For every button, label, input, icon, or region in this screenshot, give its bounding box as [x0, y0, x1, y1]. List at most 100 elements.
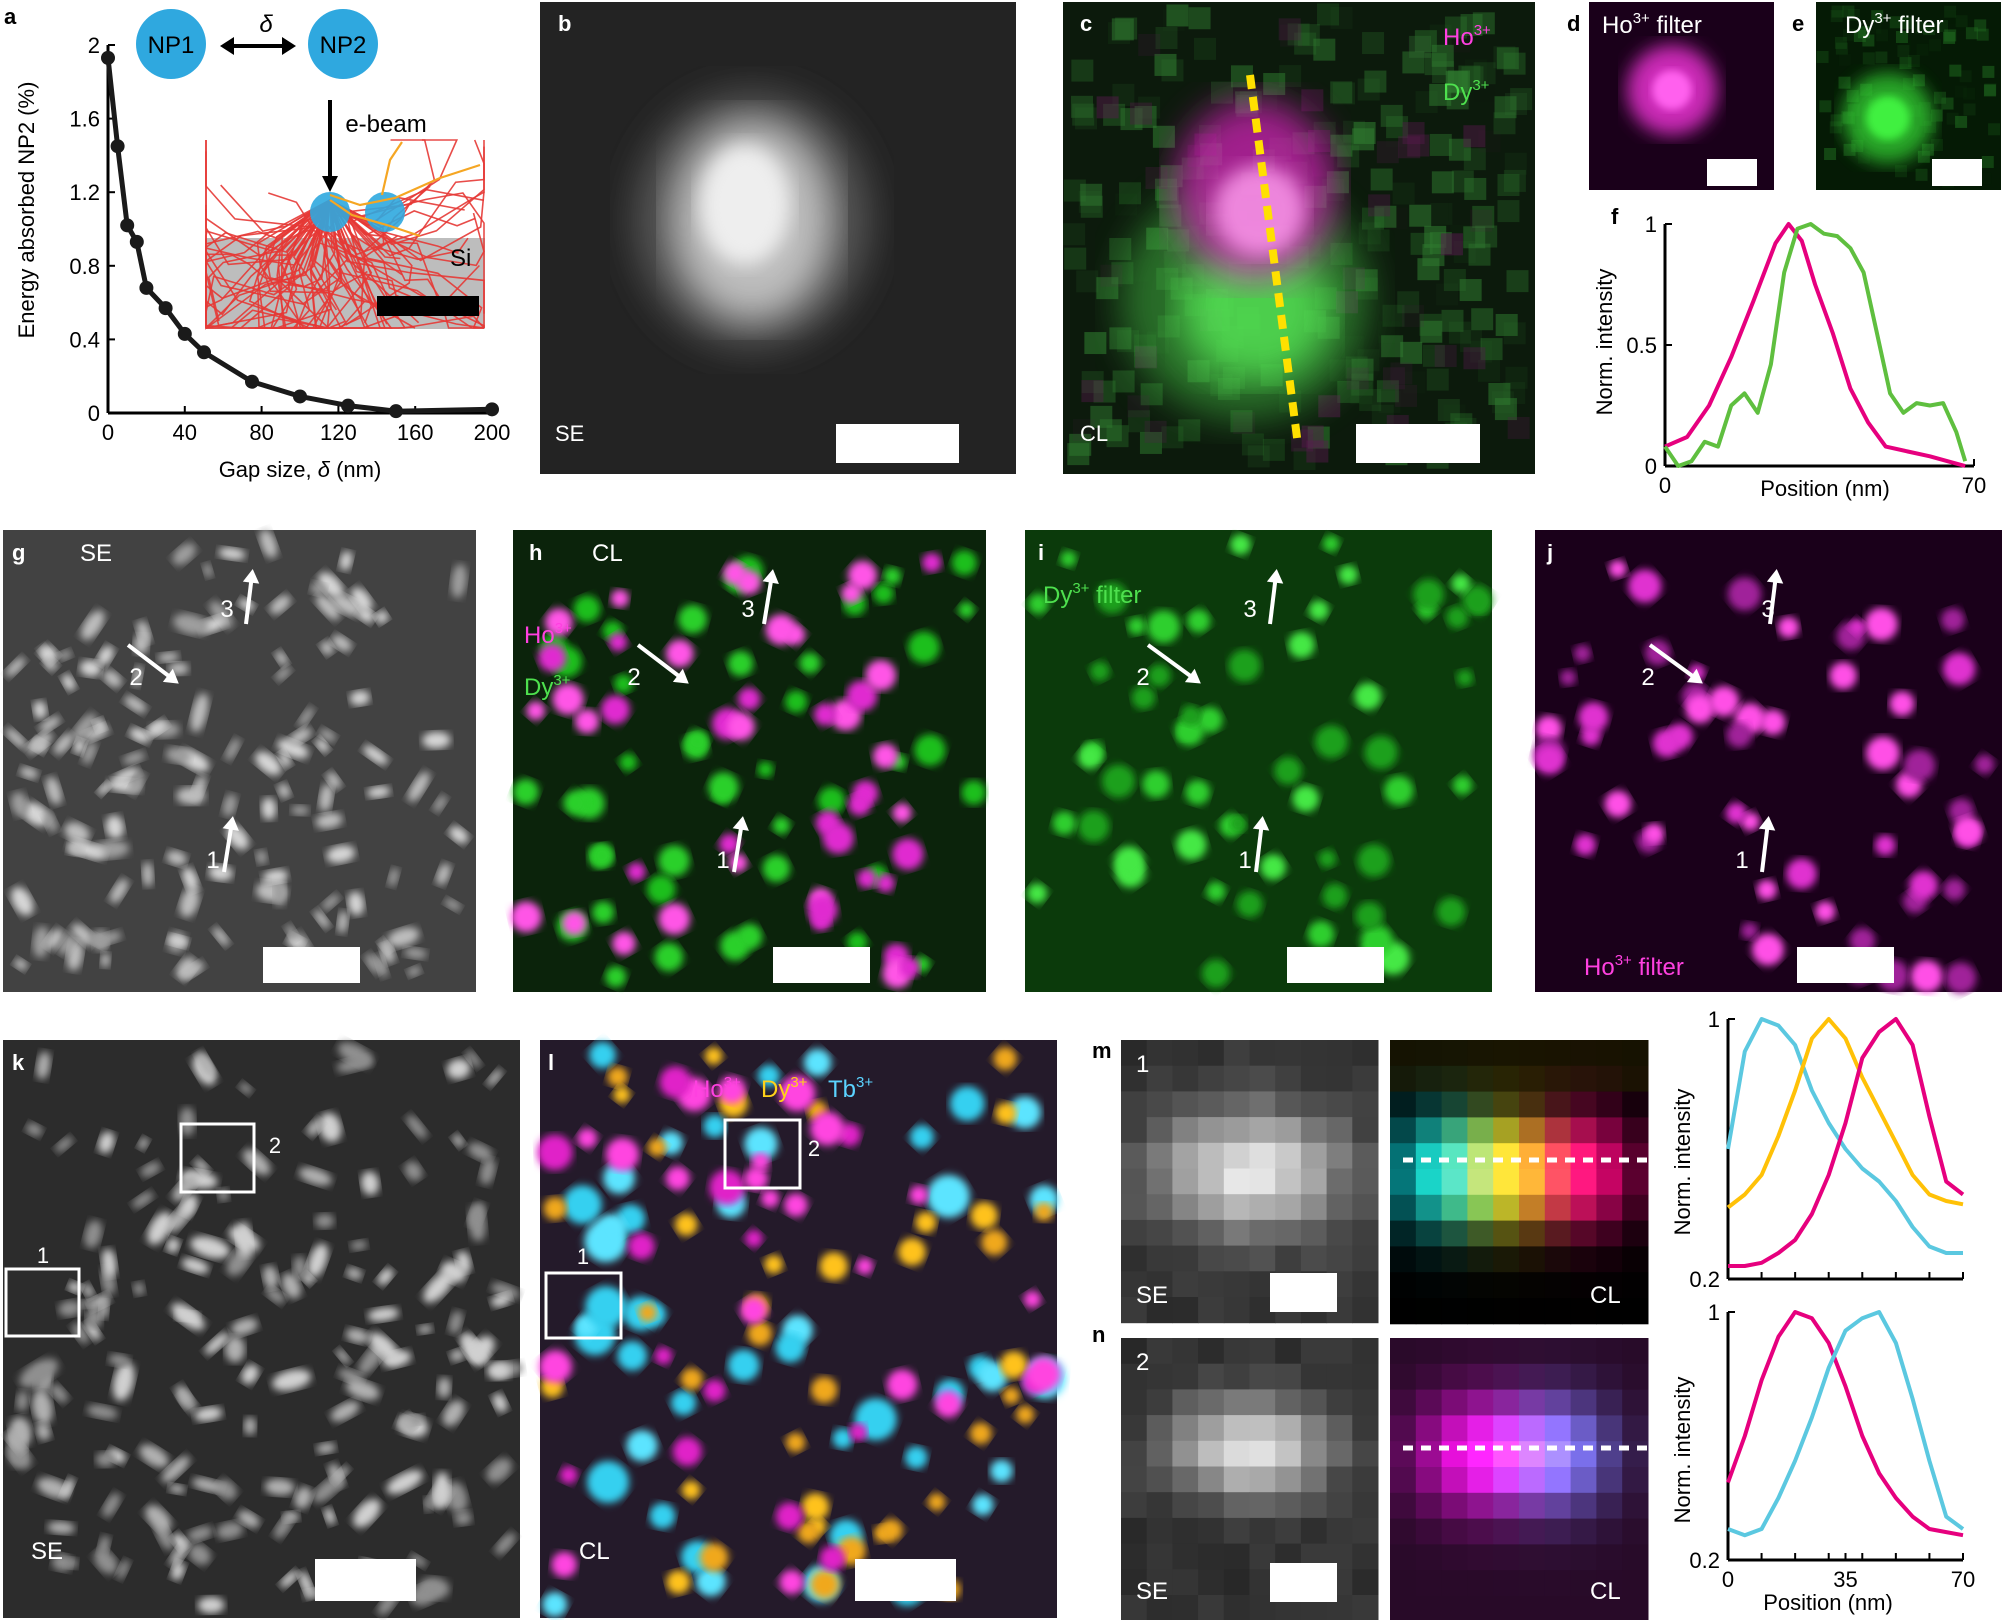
- pointer-arrowhead: [1758, 816, 1776, 831]
- pixel: [1596, 1363, 1623, 1391]
- noise-pixel: [1130, 102, 1153, 125]
- pixel: [1390, 1338, 1417, 1365]
- particle: [187, 1526, 213, 1542]
- particle: [803, 1048, 832, 1077]
- noise-pixel: [1378, 390, 1401, 413]
- particle: [538, 643, 566, 672]
- particle: [744, 1127, 778, 1161]
- particle: [1866, 736, 1900, 771]
- particle: [1089, 661, 1110, 682]
- noise-pixel: [1847, 8, 1860, 21]
- pointer-arrow: [636, 643, 686, 682]
- pixel: [1300, 1363, 1328, 1390]
- pixel: [1596, 1298, 1623, 1325]
- particle: [98, 1535, 111, 1557]
- noise-pixel: [1376, 141, 1399, 164]
- particle: [140, 1161, 161, 1178]
- panel-h: h CL Ho3+ Dy3+ 1 2 3: [510, 530, 987, 992]
- particle: [626, 862, 646, 882]
- particle: [1829, 662, 1857, 690]
- particle: [66, 940, 84, 971]
- noise-pixel: [1414, 30, 1437, 53]
- pixel: [1146, 1117, 1173, 1144]
- pixel: [1390, 1169, 1417, 1196]
- pixel: [1544, 1220, 1572, 1247]
- pixel: [1596, 1389, 1623, 1416]
- particle: [409, 1554, 427, 1568]
- pointer-arrow: [1760, 821, 1770, 873]
- noise-pixel: [1115, 193, 1138, 216]
- pixel: [1249, 1492, 1276, 1519]
- pixel: [1596, 1169, 1623, 1196]
- pixel: [1172, 1065, 1199, 1092]
- pixel: [1326, 1440, 1353, 1467]
- noise-pixel: [1422, 344, 1445, 367]
- y-tick-label: 1.2: [69, 180, 100, 205]
- noise-pixel: [1429, 232, 1452, 255]
- y-tick-label: 0: [88, 401, 100, 426]
- particle: [138, 1136, 149, 1151]
- pixel: [1326, 1466, 1353, 1493]
- particle: [255, 751, 282, 776]
- particle: [10, 791, 29, 817]
- pixel: [1519, 1246, 1546, 1273]
- pixel: [1249, 1142, 1276, 1169]
- ho-particles-j: [1533, 559, 1995, 994]
- pixel: [1441, 1220, 1468, 1247]
- noise-pixel: [1461, 66, 1484, 89]
- noise-pixel: [1470, 340, 1493, 363]
- pixel: [1467, 1518, 1494, 1545]
- noise-pixel: [1478, 130, 1501, 153]
- particle: [1910, 960, 1943, 993]
- pixel: [1519, 1040, 1546, 1067]
- particle: [1180, 705, 1202, 727]
- particle: [1322, 535, 1340, 553]
- noise-pixel: [1946, 112, 1959, 125]
- pixel: [1544, 1441, 1572, 1468]
- pointer-arrow: [732, 821, 744, 873]
- particle: [13, 958, 28, 971]
- pixel: [1544, 1065, 1572, 1093]
- arrow-number: 3: [1761, 596, 1774, 623]
- pixel: [1121, 1297, 1148, 1324]
- pixel: [1300, 1065, 1328, 1092]
- pixel: [1467, 1338, 1494, 1365]
- dy-particles-i: [1026, 534, 1493, 988]
- pixel: [1300, 1245, 1328, 1272]
- particle: [574, 709, 600, 734]
- pixel: [1275, 1517, 1302, 1545]
- particle: [433, 1471, 451, 1507]
- pixel: [1544, 1040, 1572, 1067]
- pixel: [1121, 1194, 1148, 1221]
- pixel: [1198, 1363, 1225, 1390]
- pixel: [1146, 1466, 1173, 1493]
- particle: [326, 845, 356, 864]
- pixel: [1326, 1389, 1353, 1416]
- pixel: [1519, 1065, 1546, 1093]
- pixel: [1121, 1271, 1148, 1298]
- noise-pixel: [1357, 78, 1380, 101]
- particle: [314, 909, 330, 929]
- particle: [1147, 664, 1171, 687]
- pixel: [1326, 1363, 1353, 1390]
- pixel: [1249, 1466, 1276, 1493]
- x-tick-label: 70: [1951, 1567, 1975, 1592]
- particle: [704, 1047, 723, 1065]
- pointer-arrowhead: [1266, 569, 1284, 584]
- noise-pixel: [1162, 9, 1185, 32]
- particle: [510, 901, 542, 933]
- noise-pixel: [1497, 174, 1520, 197]
- particle: [589, 1041, 616, 1069]
- pixel: [1326, 1338, 1353, 1365]
- noise-pixel: [1963, 87, 1976, 100]
- pixel: [1352, 1194, 1379, 1221]
- particle: [88, 1294, 111, 1310]
- pixel: [1390, 1246, 1417, 1273]
- series-line-2: [1728, 1017, 1965, 1268]
- particle: [592, 901, 615, 924]
- pointer-arrow: [1268, 574, 1278, 625]
- noise-pixel: [1448, 138, 1471, 161]
- particle: [45, 776, 62, 805]
- particle: [61, 1477, 75, 1499]
- particle: [1451, 574, 1471, 594]
